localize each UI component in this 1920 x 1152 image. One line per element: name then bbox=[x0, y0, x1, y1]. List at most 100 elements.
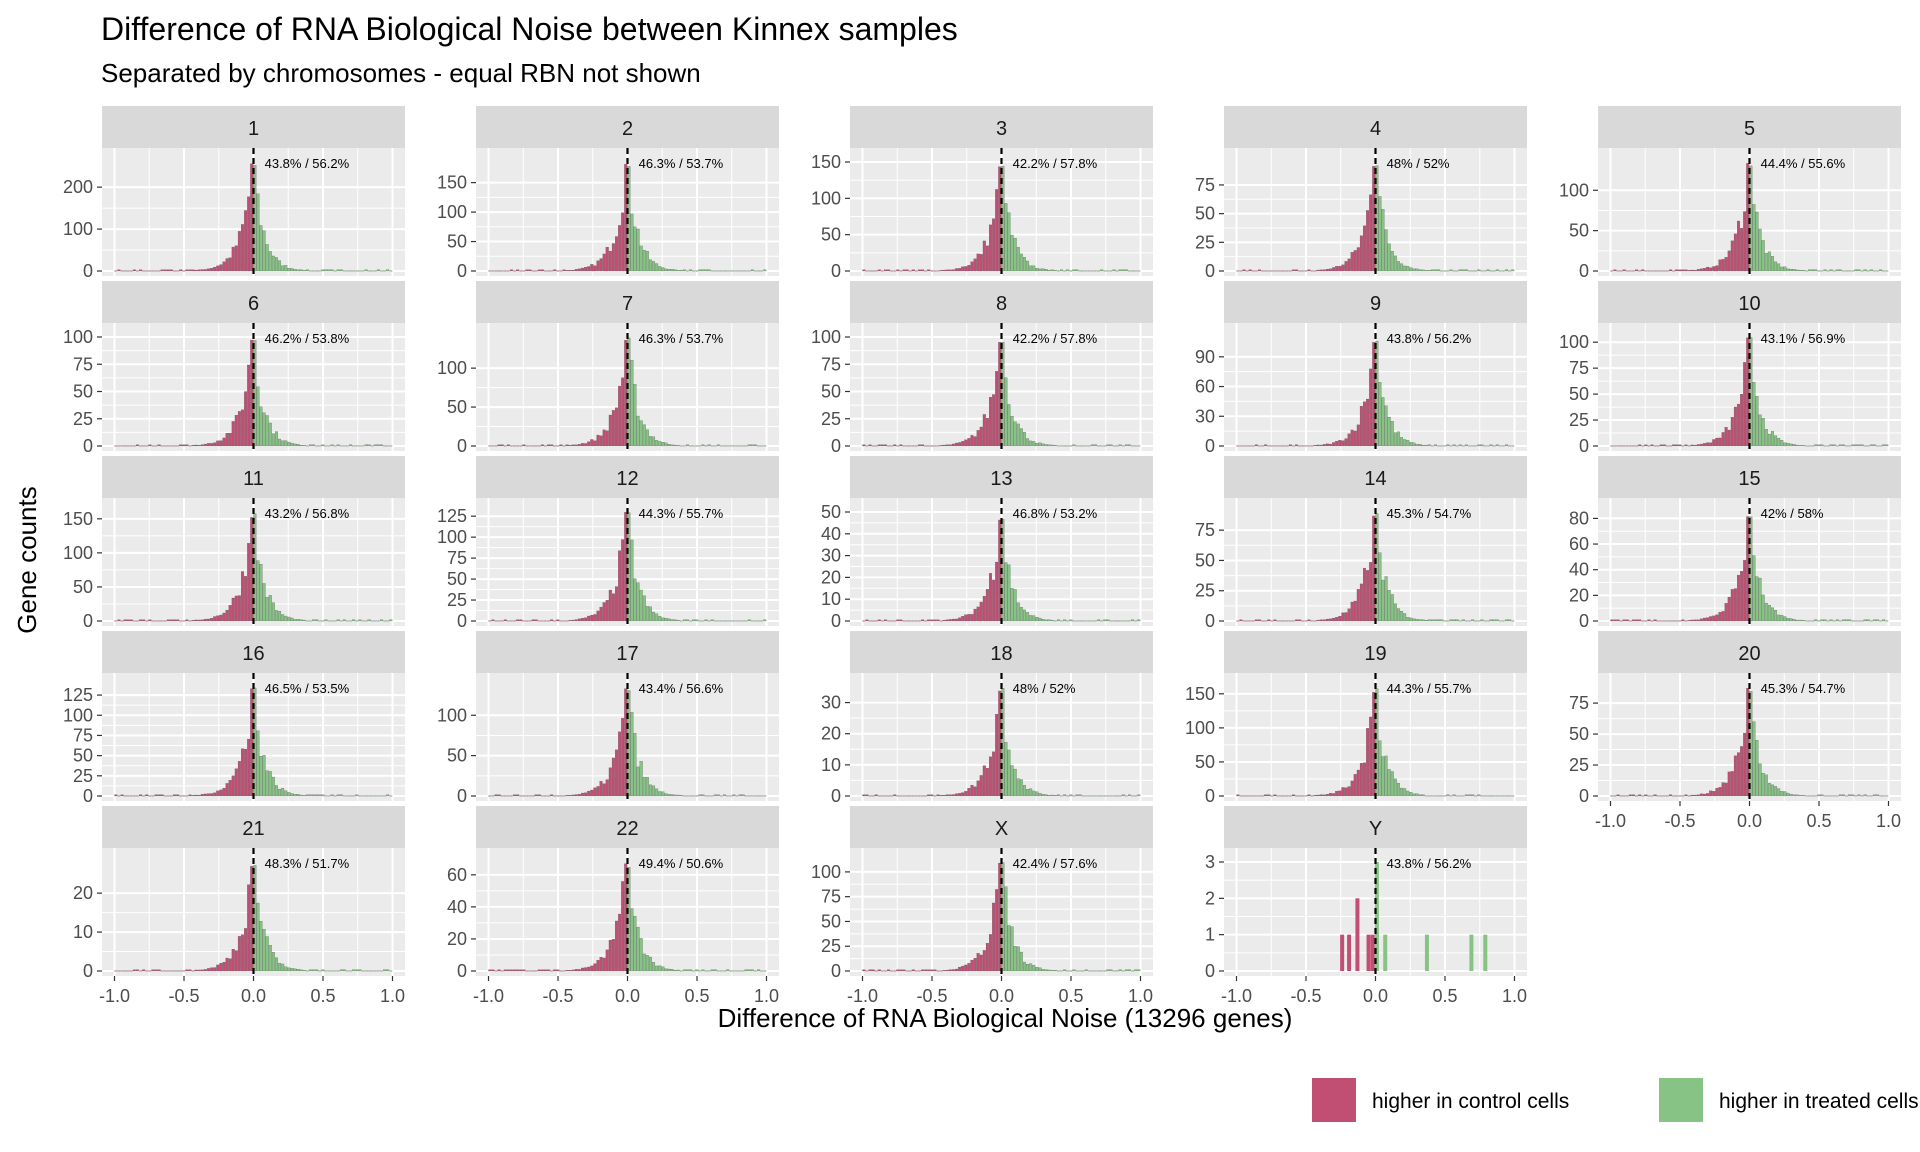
histogram-bar bbox=[1786, 618, 1790, 622]
histogram-bar bbox=[256, 386, 260, 447]
histogram-bar bbox=[222, 437, 226, 447]
histogram-bar bbox=[528, 269, 532, 272]
histogram-bar bbox=[1885, 620, 1889, 622]
histogram-bar bbox=[537, 969, 541, 972]
histogram-bar bbox=[744, 969, 748, 972]
histogram-bar bbox=[1069, 619, 1073, 622]
histogram-bar bbox=[633, 733, 637, 797]
histogram-bar bbox=[1267, 794, 1271, 797]
y-tick-label: 50 bbox=[447, 746, 467, 766]
histogram-bar bbox=[123, 619, 127, 622]
histogram-bar bbox=[1279, 620, 1283, 622]
histogram-bar bbox=[599, 435, 603, 447]
histogram-bar bbox=[1712, 439, 1716, 447]
histogram-bar bbox=[1619, 795, 1623, 797]
histogram-bar bbox=[1094, 620, 1097, 622]
histogram-bar bbox=[1390, 421, 1394, 447]
histogram-bar bbox=[333, 270, 337, 272]
histogram-bar bbox=[720, 795, 723, 797]
histogram-bar bbox=[330, 269, 334, 272]
histogram-bar bbox=[228, 780, 232, 797]
histogram-bar bbox=[516, 969, 520, 972]
histogram-bar bbox=[1669, 794, 1673, 797]
histogram-bar bbox=[540, 269, 544, 272]
histogram-bar bbox=[506, 969, 510, 972]
histogram-bar bbox=[1291, 620, 1295, 622]
histogram-bar bbox=[216, 964, 220, 972]
histogram-bar bbox=[1885, 795, 1889, 797]
histogram-bar bbox=[1780, 439, 1784, 447]
histogram-bar bbox=[234, 950, 238, 972]
histogram-bar bbox=[503, 619, 507, 622]
histogram-bar bbox=[225, 957, 229, 972]
histogram-bar bbox=[1363, 401, 1366, 447]
histogram-bar bbox=[1319, 794, 1323, 797]
histogram-bar bbox=[1285, 620, 1289, 622]
histogram-bar bbox=[160, 620, 164, 622]
histogram-bar bbox=[207, 968, 210, 972]
histogram-bar bbox=[921, 795, 925, 797]
histogram-bar bbox=[1811, 795, 1815, 797]
histogram-bar bbox=[139, 445, 143, 447]
histogram-bar bbox=[293, 968, 297, 972]
histogram-bar bbox=[1483, 934, 1488, 971]
y-tick-label: 25 bbox=[821, 409, 841, 429]
histogram-bar bbox=[1100, 269, 1104, 272]
y-tick-label: 100 bbox=[1559, 180, 1589, 200]
histogram-bar bbox=[1050, 970, 1054, 972]
histogram-bar bbox=[1409, 442, 1413, 447]
histogram-bar bbox=[207, 793, 210, 797]
histogram-bar bbox=[1273, 445, 1277, 447]
histogram-bar bbox=[562, 795, 566, 797]
histogram-bar bbox=[1427, 795, 1431, 797]
histogram-bar bbox=[1876, 794, 1879, 797]
histogram-bar bbox=[1341, 264, 1345, 272]
histogram-bar bbox=[531, 970, 535, 972]
histogram-bar bbox=[1632, 794, 1635, 797]
histogram-bar bbox=[1251, 445, 1255, 447]
histogram-bar bbox=[1727, 771, 1731, 797]
histogram-bar bbox=[383, 969, 387, 972]
histogram-bar bbox=[274, 957, 278, 972]
histogram-bar bbox=[763, 795, 767, 797]
histogram-bar bbox=[902, 269, 906, 272]
histogram-bar bbox=[667, 618, 671, 622]
y-tick-label: 150 bbox=[437, 173, 467, 193]
histogram-bar bbox=[1724, 603, 1728, 622]
histogram-bar bbox=[494, 270, 498, 272]
histogram-bar bbox=[676, 794, 680, 797]
histogram-bar bbox=[587, 790, 591, 797]
histogram-bar bbox=[200, 269, 204, 272]
histogram-bar bbox=[1650, 444, 1654, 447]
y-tick-label: 10 bbox=[821, 589, 841, 609]
histogram-bar bbox=[713, 794, 717, 797]
histogram-bar bbox=[241, 224, 244, 272]
histogram-bar bbox=[1007, 564, 1011, 622]
histogram-bar bbox=[1359, 406, 1363, 447]
histogram-bar bbox=[1780, 615, 1784, 622]
histogram-bar bbox=[865, 619, 869, 622]
histogram-bar bbox=[519, 270, 523, 272]
histogram-bar bbox=[602, 253, 606, 272]
histogram-bar bbox=[636, 228, 640, 272]
histogram-bar bbox=[1097, 619, 1101, 622]
histogram-bar bbox=[1075, 620, 1079, 622]
histogram-bar bbox=[1838, 269, 1842, 272]
histogram-bar bbox=[383, 270, 387, 272]
y-tick-label: 50 bbox=[1569, 221, 1589, 241]
histogram-bar bbox=[327, 620, 331, 622]
histogram-bar bbox=[1672, 620, 1676, 622]
histogram-bar bbox=[1835, 269, 1839, 272]
histogram-bar bbox=[985, 943, 989, 972]
histogram-bar bbox=[1282, 270, 1286, 272]
histogram-bar bbox=[1863, 794, 1867, 797]
histogram-bar bbox=[1737, 574, 1740, 622]
histogram-bar bbox=[287, 792, 291, 797]
histogram-bar bbox=[1469, 934, 1474, 971]
y-tick-label: 100 bbox=[811, 862, 841, 882]
histogram-bar bbox=[645, 429, 649, 447]
histogram-bar bbox=[522, 620, 526, 622]
histogram-bar bbox=[1869, 620, 1873, 622]
